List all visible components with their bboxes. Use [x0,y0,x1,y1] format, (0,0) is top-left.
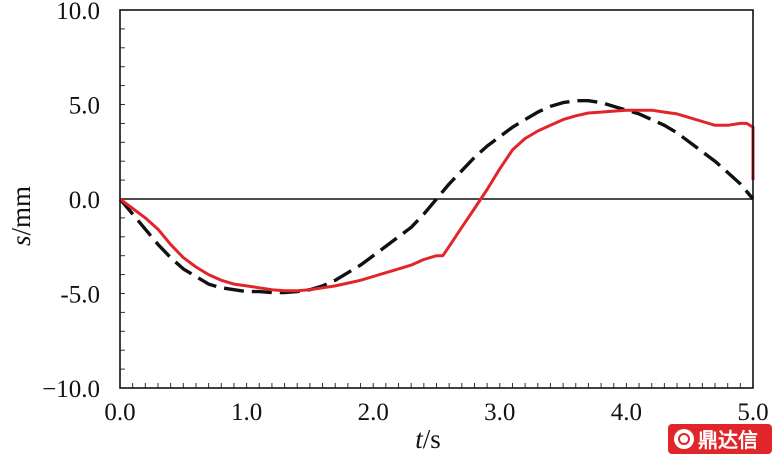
x-axis-variable: t [415,424,424,454]
plot-frame [119,9,754,389]
y-tick-label: 5.0 [69,93,100,120]
x-axis-separator: / [423,424,431,454]
y-axis-separator: / [6,228,36,236]
series-line-solid [119,108,755,293]
watermark-logo-icon [674,429,694,449]
tick-marks [120,28,741,388]
watermark-logo-inner [678,433,690,445]
y-tick-label: −10.0 [42,376,100,403]
x-tick-label: 0.0 [104,399,135,426]
x-tick-label: 1.0 [231,399,262,426]
y-axis-variable: s [6,236,36,247]
watermark: 鼎达信 [668,424,772,454]
y-axis-unit: mm [6,186,36,228]
y-tick-label: 10.0 [56,0,100,25]
x-tick-label: 2.0 [358,399,389,426]
watermark-text: 鼎达信 [698,428,758,452]
series-line-dashed [118,99,755,295]
x-tick-label: 4.0 [611,399,642,426]
x-axis-unit: s [430,424,441,454]
x-tick-label: 3.0 [484,399,515,426]
series-layer [118,99,755,295]
x-tick-label: 5.0 [737,399,768,426]
y-tick-label: -5.0 [60,282,100,309]
tick-labels: 0.0 1.0 2.0 3.0 4.0 5.0 −10.0 -5.0 0.0 5.0 10.0 [42,0,768,426]
y-tick-label: 0.0 [69,187,100,214]
x-axis-title: t/s [415,424,441,454]
y-axis-title: s/mm [6,186,36,246]
watermark-background [668,424,772,454]
